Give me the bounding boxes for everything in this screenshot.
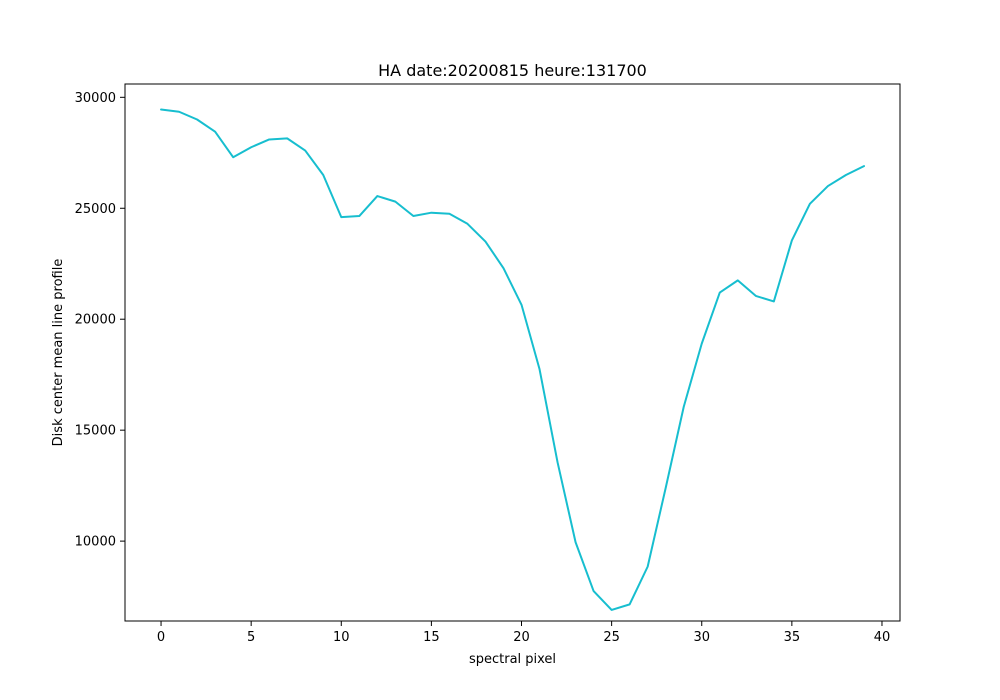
x-axis: 0 5 10 15 20 25 30 35 40 [157,621,890,645]
series-line [160,108,865,611]
x-tick-label: 40 [874,630,891,645]
x-tick-label: 15 [423,630,440,645]
y-axis-label: Disk center mean line profile [51,259,66,447]
y-tick-label: 25000 [75,202,116,217]
chart-title: HA date:20200815 heure:131700 [378,61,647,80]
y-axis: 10000 15000 20000 25000 30000 [75,91,125,550]
y-tick-label: 20000 [75,313,116,328]
y-tick-label: 30000 [75,91,116,106]
y-tick-label: 15000 [75,424,116,439]
x-tick-label: 20 [513,630,530,645]
x-tick-label: 5 [247,630,255,645]
x-tick-label: 0 [157,630,165,645]
x-tick-label: 30 [693,630,710,645]
x-tick-label: 35 [784,630,801,645]
x-axis-label: spectral pixel [469,652,556,667]
x-tick-label: 25 [603,630,620,645]
x-tick-label: 10 [333,630,350,645]
plot-area [124,83,901,622]
y-tick-label: 10000 [75,535,116,550]
